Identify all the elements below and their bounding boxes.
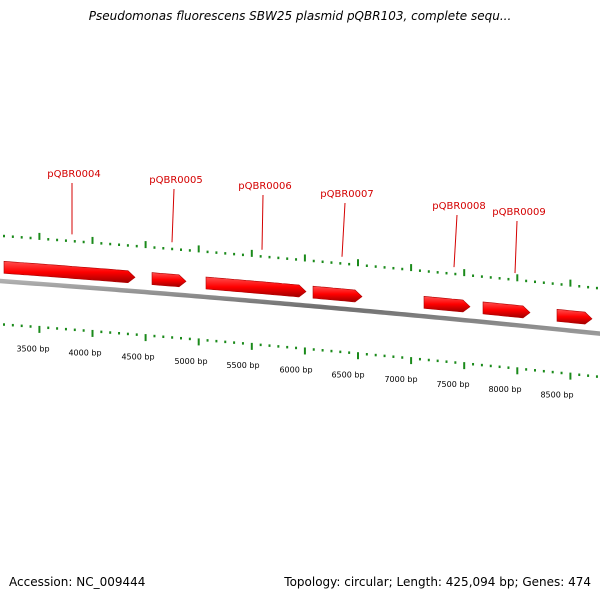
gene-label-leader	[453, 214, 458, 268]
gene-label-leader	[171, 188, 175, 243]
tick-labels-layer: 3500 bp 4000 bp 4500 bp 5000 bp 5500 bp 6000 …	[16, 344, 573, 399]
outer-tick-ring	[3, 232, 598, 290]
ruler-tick-label: 4500 bp	[121, 352, 154, 361]
gene-arrow[interactable]	[151, 272, 187, 288]
ruler-tick-label: 7000 bp	[384, 375, 417, 384]
gene-feature[interactable]: pQBR0007	[312, 189, 374, 303]
gene-arrow[interactable]	[205, 276, 307, 298]
gene-arrow[interactable]	[556, 308, 593, 325]
topology-summary: Topology: circular; Length: 425,094 bp; …	[284, 575, 591, 589]
gene-arrow[interactable]	[423, 295, 471, 313]
gene-feature[interactable]: pQBR0006	[205, 181, 307, 298]
map-title: Pseudomonas fluorescens SBW25 plasmid pQ…	[88, 9, 512, 23]
gene-label[interactable]: pQBR0005	[149, 175, 202, 186]
ruler-tick-label: 8000 bp	[488, 385, 521, 394]
gene-label[interactable]: pQBR0007	[320, 189, 373, 200]
plasmid-backbone	[0, 278, 600, 336]
ruler-tick-label: 7500 bp	[436, 380, 469, 389]
gene-arrow[interactable]	[3, 260, 136, 284]
ruler-tick-label: 8500 bp	[540, 390, 573, 399]
ruler-tick-label: 5500 bp	[226, 361, 259, 370]
gene-arrow[interactable]	[482, 301, 531, 319]
ruler-tick-label: 6500 bp	[331, 370, 364, 379]
gene-label[interactable]: pQBR0009	[492, 207, 545, 218]
ruler-tick-label: 6000 bp	[279, 366, 312, 375]
gene-feature[interactable]: pQBR0005	[149, 175, 203, 288]
accession-text: Accession: NC_009444	[9, 575, 146, 589]
gene-label[interactable]: pQBR0006	[238, 181, 291, 192]
gene-label[interactable]: pQBR0008	[432, 201, 485, 212]
gene-arrow[interactable]	[312, 285, 363, 303]
gene-label[interactable]: pQBR0004	[47, 169, 100, 180]
inner-tick-ring	[3, 323, 598, 380]
genes-layer: pQBR0004 pQBR0005 pQBR0006 pQBR0007 pQBR0008…	[3, 169, 593, 325]
gene-label-leader	[261, 194, 264, 250]
gene-label-leader	[341, 202, 346, 257]
gene-feature[interactable]: pQBR0008	[423, 201, 486, 313]
gene-feature[interactable]	[556, 308, 593, 325]
ruler-tick-label: 4000 bp	[68, 348, 101, 357]
gene-label-leader	[514, 220, 518, 274]
gene-feature[interactable]: pQBR0009	[482, 207, 546, 319]
ruler-tick-label: 3500 bp	[16, 344, 49, 353]
gene-feature[interactable]: pQBR0004	[3, 169, 136, 284]
ruler-tick-label: 5000 bp	[174, 357, 207, 366]
